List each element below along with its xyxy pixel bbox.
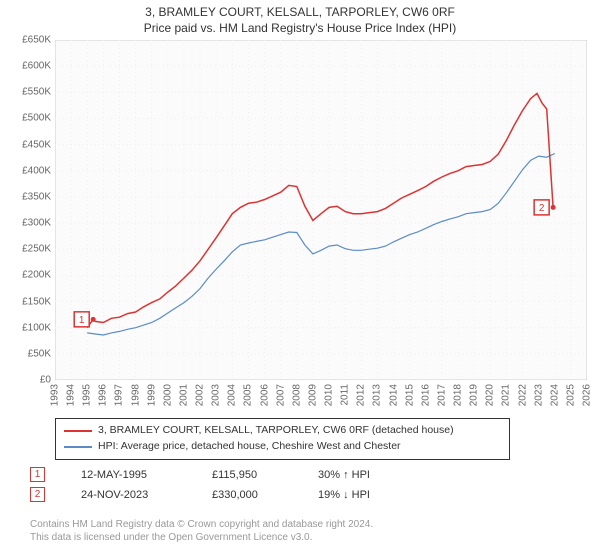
xtick: 2011 [340,384,351,406]
xtick: 1997 [114,384,125,406]
legend-label-hpi: HPI: Average price, detached house, Ches… [98,439,401,455]
xtick: 2001 [178,384,189,406]
plot-area: 12 [55,40,587,380]
ytick: £600K [22,61,51,72]
xtick: 2008 [291,384,302,406]
legend-swatch-property [64,430,92,432]
xtick: 2019 [469,384,480,406]
ytick: £450K [22,139,51,150]
legend-label-property: 3, BRAMLEY COURT, KELSALL, TARPORLEY, CW… [98,423,454,439]
y-axis: £0£50K£100K£150K£200K£250K£300K£350K£400… [0,40,55,410]
legend-row-property: 3, BRAMLEY COURT, KELSALL, TARPORLEY, CW… [64,423,501,439]
xtick: 2026 [582,384,593,406]
chart-area: £0£50K£100K£150K£200K£250K£300K£350K£400… [0,40,600,410]
xtick: 2015 [404,384,415,406]
ytick: £150K [22,296,51,307]
data-point-2: 2 24-NOV-2023 £330,000 19% ↓ HPI [30,487,580,502]
footer-line2: This data is licensed under the Open Gov… [30,531,373,544]
xtick: 1994 [66,384,77,406]
marker-1: 1 [30,467,45,482]
xtick: 2020 [485,384,496,406]
title-address: 3, BRAMLEY COURT, KELSALL, TARPORLEY, CW… [0,4,600,20]
dp1-pct: 30% ↑ HPI [318,469,370,481]
dp1-price: £115,950 [212,469,282,481]
xtick: 2014 [388,384,399,406]
x-axis: 1993199419951996199719981999200020012002… [55,380,587,410]
xtick: 2025 [565,384,576,406]
data-points-table: 1 12-MAY-1995 £115,950 30% ↑ HPI 2 24-NO… [30,462,580,507]
xtick: 2016 [420,384,431,406]
xtick: 2007 [275,384,286,406]
xtick: 2002 [195,384,206,406]
ytick: £550K [22,87,51,98]
footer: Contains HM Land Registry data © Crown c… [30,518,373,544]
xtick: 2017 [436,384,447,406]
xtick: 2003 [211,384,222,406]
xtick: 2004 [227,384,238,406]
chart-container: 3, BRAMLEY COURT, KELSALL, TARPORLEY, CW… [0,0,600,560]
xtick: 2024 [549,384,560,406]
legend-row-hpi: HPI: Average price, detached house, Ches… [64,439,501,455]
ytick: £650K [22,35,51,46]
ytick: £50K [28,348,51,359]
xtick: 1999 [146,384,157,406]
xtick: 2021 [501,384,512,406]
dp1-date: 12-MAY-1995 [81,469,176,481]
ytick: £350K [22,191,51,202]
titles: 3, BRAMLEY COURT, KELSALL, TARPORLEY, CW… [0,0,600,36]
xtick: 2006 [259,384,270,406]
ytick: £200K [22,270,51,281]
xtick: 2009 [307,384,318,406]
xtick: 2012 [356,384,367,406]
ytick: £100K [22,322,51,333]
dp2-price: £330,000 [212,489,282,501]
data-point-1: 1 12-MAY-1995 £115,950 30% ↑ HPI [30,467,580,482]
xtick: 1993 [50,384,61,406]
marker-2: 2 [30,487,45,502]
legend: 3, BRAMLEY COURT, KELSALL, TARPORLEY, CW… [55,418,510,460]
xtick: 1995 [82,384,93,406]
footer-line1: Contains HM Land Registry data © Crown c… [30,518,373,531]
svg-text:1: 1 [79,315,85,326]
xtick: 1998 [130,384,141,406]
chart-svg: 12 [55,40,587,380]
dp2-pct: 19% ↓ HPI [318,489,370,501]
xtick: 2010 [324,384,335,406]
xtick: 1996 [98,384,109,406]
xtick: 2018 [453,384,464,406]
xtick: 2023 [533,384,544,406]
xtick: 2013 [372,384,383,406]
ytick: £500K [22,113,51,124]
legend-swatch-hpi [64,446,92,448]
dp2-date: 24-NOV-2023 [81,489,176,501]
title-subtitle: Price paid vs. HM Land Registry's House … [0,20,600,36]
ytick: £400K [22,165,51,176]
xtick: 2005 [243,384,254,406]
xtick: 2022 [517,384,528,406]
ytick: £300K [22,218,51,229]
svg-text:2: 2 [539,203,545,214]
xtick: 2000 [162,384,173,406]
ytick: £250K [22,244,51,255]
